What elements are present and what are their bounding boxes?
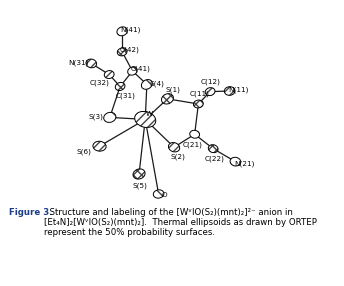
Text: S(1): S(1) [165,86,180,93]
Text: S(2): S(2) [171,153,186,160]
Text: C(31): C(31) [115,92,135,99]
Text: C(42): C(42) [120,47,140,53]
Ellipse shape [86,59,97,68]
Text: S(3): S(3) [88,113,103,120]
Text: C(32): C(32) [90,80,110,86]
Text: N(31): N(31) [68,59,89,66]
Text: N(21): N(21) [234,160,254,166]
Ellipse shape [153,190,164,198]
Ellipse shape [205,88,215,96]
Text: S(6): S(6) [77,149,92,155]
Ellipse shape [169,142,180,152]
Text: Structure and labeling of the [WᵛIO(S₂)(mnt)₂]²⁻ anion in [Et₄N]₂[WᵛIO(S₂)(mnt)₂: Structure and labeling of the [WᵛIO(S₂)(… [44,208,317,237]
Ellipse shape [135,111,156,128]
Text: C(11): C(11) [190,91,209,97]
Text: O: O [162,192,168,198]
Ellipse shape [190,130,200,138]
Ellipse shape [115,82,125,91]
Ellipse shape [93,141,106,151]
Text: C(12): C(12) [201,78,221,85]
Ellipse shape [224,87,235,95]
Text: Figure 3.: Figure 3. [9,208,52,217]
Ellipse shape [208,145,218,153]
Text: C(21): C(21) [183,141,203,148]
Ellipse shape [128,67,137,75]
Ellipse shape [104,112,116,122]
Ellipse shape [161,94,173,104]
Text: C(41): C(41) [130,66,150,72]
Ellipse shape [133,169,145,179]
Text: W: W [146,111,152,117]
Ellipse shape [117,48,127,56]
Text: N(11): N(11) [228,86,248,93]
Text: N(41): N(41) [120,26,140,33]
Ellipse shape [193,100,203,108]
Ellipse shape [141,80,152,89]
Text: S(5): S(5) [133,183,148,189]
Ellipse shape [230,157,241,166]
Text: S(4): S(4) [149,80,164,87]
Text: C(22): C(22) [204,155,224,162]
Ellipse shape [104,71,114,78]
Ellipse shape [117,27,127,36]
